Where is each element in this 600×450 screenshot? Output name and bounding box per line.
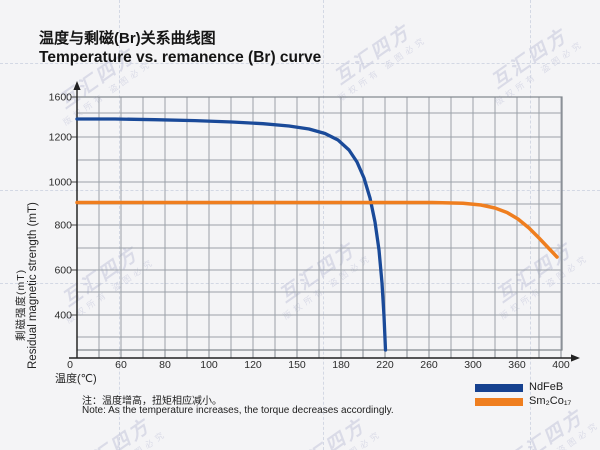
y-axis-label-chinese: 剩磁强度(mT) xyxy=(15,268,27,341)
ndfeb-curve xyxy=(75,117,388,352)
legend-label: NdFeB xyxy=(529,381,564,393)
x-tick-label: 220 xyxy=(376,359,394,371)
y-axis-arrow-icon xyxy=(73,81,81,90)
x-tick-label: 400 xyxy=(552,359,570,371)
chart-title-chinese: 温度与剩磁(Br)关系曲线图 xyxy=(39,30,216,47)
legend-item-smco: Sm₂Co₁₇ xyxy=(475,395,572,408)
guide-line-horizontal xyxy=(0,63,600,64)
x-tick-label: 120 xyxy=(244,359,262,371)
x-tick-label: 260 xyxy=(420,359,438,371)
smco-curve xyxy=(75,200,559,259)
legend-label: Sm₂Co₁₇ xyxy=(529,395,572,407)
x-axis-arrow-icon xyxy=(571,354,580,362)
chart-title-english: Temperature vs. remanence (Br) curve xyxy=(39,49,322,66)
legend-swatch-orange xyxy=(475,398,523,406)
x-tick-label: 60 xyxy=(115,359,127,371)
legend-swatch-blue xyxy=(475,384,523,392)
y-tick-label: 1200 xyxy=(49,132,73,144)
y-axis-label-english: Residual magnetic strength (mT) xyxy=(27,202,39,369)
y-tick-label: 600 xyxy=(54,265,72,277)
x-tick-label: 0 xyxy=(67,359,73,371)
x-tick-label: 100 xyxy=(200,359,218,371)
y-tick-label: 1600 xyxy=(49,92,73,104)
y-tick-label: 400 xyxy=(54,310,72,322)
gridlines xyxy=(76,96,562,351)
x-axis-ticks xyxy=(76,350,562,358)
guide-line-horizontal xyxy=(0,283,600,284)
x-tick-label: 300 xyxy=(464,359,482,371)
y-axis-ticks xyxy=(71,96,77,316)
x-tick-label: 360 xyxy=(508,359,526,371)
x-tick-label: 80 xyxy=(159,359,171,371)
legend-item-ndfeb: NdFeB xyxy=(475,381,564,394)
y-tick-label: 800 xyxy=(54,220,72,232)
y-tick-label: 1000 xyxy=(49,177,73,189)
title-block: 温度与剩磁(Br)关系曲线图 Temperature vs. remanence… xyxy=(39,29,321,68)
x-tick-labels: 0 60 80 100 120 150 180 220 260 300 360 400 xyxy=(67,359,570,371)
x-axis-title: 温度(℃) xyxy=(55,373,97,385)
x-tick-label: 180 xyxy=(332,359,350,371)
guide-line-horizontal xyxy=(0,190,600,191)
note-chinese: 注：温度增高，扭矩相应减小。 xyxy=(82,396,222,407)
y-tick-labels: 1600 1200 1000 800 600 400 xyxy=(49,92,73,322)
x-tick-label: 150 xyxy=(288,359,306,371)
note-english: Note: As the temperature increases, the … xyxy=(82,405,394,416)
